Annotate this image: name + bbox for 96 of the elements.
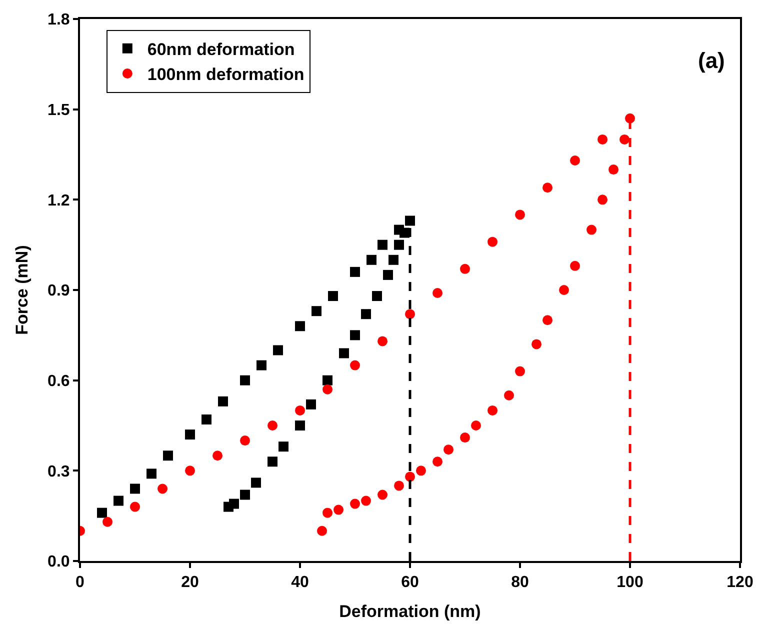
point	[586, 224, 596, 235]
point	[608, 164, 618, 175]
point	[378, 240, 388, 250]
point	[366, 254, 376, 265]
point	[146, 468, 156, 479]
x-tick-label: 0	[76, 574, 85, 592]
point	[256, 360, 266, 370]
y-tick-label: 0.9	[48, 282, 70, 300]
point	[515, 366, 525, 376]
point	[185, 466, 195, 476]
point	[432, 288, 442, 298]
x-tick-label: 120	[726, 574, 754, 592]
point	[202, 414, 212, 424]
point	[350, 360, 360, 370]
legend-label: 60nm deformation	[147, 40, 295, 60]
point	[185, 430, 195, 440]
point	[295, 405, 305, 416]
point	[295, 321, 305, 332]
x-tick-label: 40	[291, 574, 309, 592]
point	[542, 315, 552, 326]
point	[268, 456, 278, 467]
y-tick-label: 1.2	[48, 192, 70, 210]
point	[163, 450, 173, 461]
point	[218, 396, 228, 406]
point	[383, 270, 393, 280]
point	[240, 436, 250, 446]
point	[570, 260, 580, 271]
y-tick-label: 1.8	[48, 12, 70, 29]
point	[102, 516, 112, 527]
point	[504, 390, 514, 400]
x-axis-title: Deformation (nm)	[339, 602, 481, 622]
point	[394, 240, 404, 250]
point	[444, 444, 454, 455]
point	[350, 330, 360, 340]
point	[532, 339, 542, 350]
y-tick-label: 0.3	[48, 463, 70, 480]
y-axis-title: Force (mN)	[12, 245, 32, 335]
point	[350, 266, 360, 277]
x-tick-label: 20	[181, 574, 199, 592]
point	[570, 156, 580, 166]
point	[212, 450, 222, 461]
point	[114, 496, 124, 506]
x-tick-label: 80	[511, 574, 529, 592]
y-tick-label: 0.0	[48, 554, 70, 571]
point	[130, 502, 140, 512]
point	[334, 504, 344, 515]
point	[130, 484, 140, 494]
point	[317, 526, 327, 536]
point	[620, 134, 630, 144]
point	[295, 420, 305, 430]
point	[488, 236, 498, 247]
point	[372, 291, 382, 302]
point	[361, 309, 371, 320]
point	[322, 384, 332, 394]
point	[488, 405, 498, 416]
point	[240, 375, 250, 386]
y-tick-label: 0.6	[48, 372, 70, 390]
point	[598, 134, 608, 144]
point	[350, 498, 360, 509]
point	[312, 306, 322, 316]
point	[97, 508, 107, 518]
point	[328, 291, 338, 302]
point	[322, 508, 332, 518]
point	[224, 502, 234, 512]
point	[306, 399, 316, 410]
point	[322, 375, 332, 386]
point	[460, 264, 470, 274]
point	[273, 345, 283, 356]
x-tick-label: 60	[401, 574, 419, 592]
point	[394, 480, 404, 491]
point	[378, 336, 388, 346]
point	[361, 496, 371, 506]
point	[405, 309, 415, 320]
point	[400, 228, 410, 238]
point	[416, 466, 426, 476]
point	[460, 432, 470, 443]
y-tick-label: 1.5	[48, 102, 70, 119]
point	[240, 490, 250, 500]
point	[339, 348, 349, 358]
point	[158, 484, 168, 494]
point	[405, 216, 415, 226]
legend-label: 100nm deformation	[147, 65, 304, 84]
point	[268, 420, 278, 430]
annotation: (a)	[698, 48, 725, 73]
point	[515, 210, 525, 220]
point	[542, 182, 552, 193]
point	[471, 420, 481, 430]
point	[559, 285, 569, 295]
point	[378, 490, 388, 500]
point	[388, 254, 398, 265]
x-tick-label: 100	[616, 574, 644, 592]
point	[432, 456, 442, 467]
point	[278, 442, 288, 452]
point	[251, 478, 261, 488]
point	[405, 472, 415, 482]
point	[598, 194, 608, 205]
